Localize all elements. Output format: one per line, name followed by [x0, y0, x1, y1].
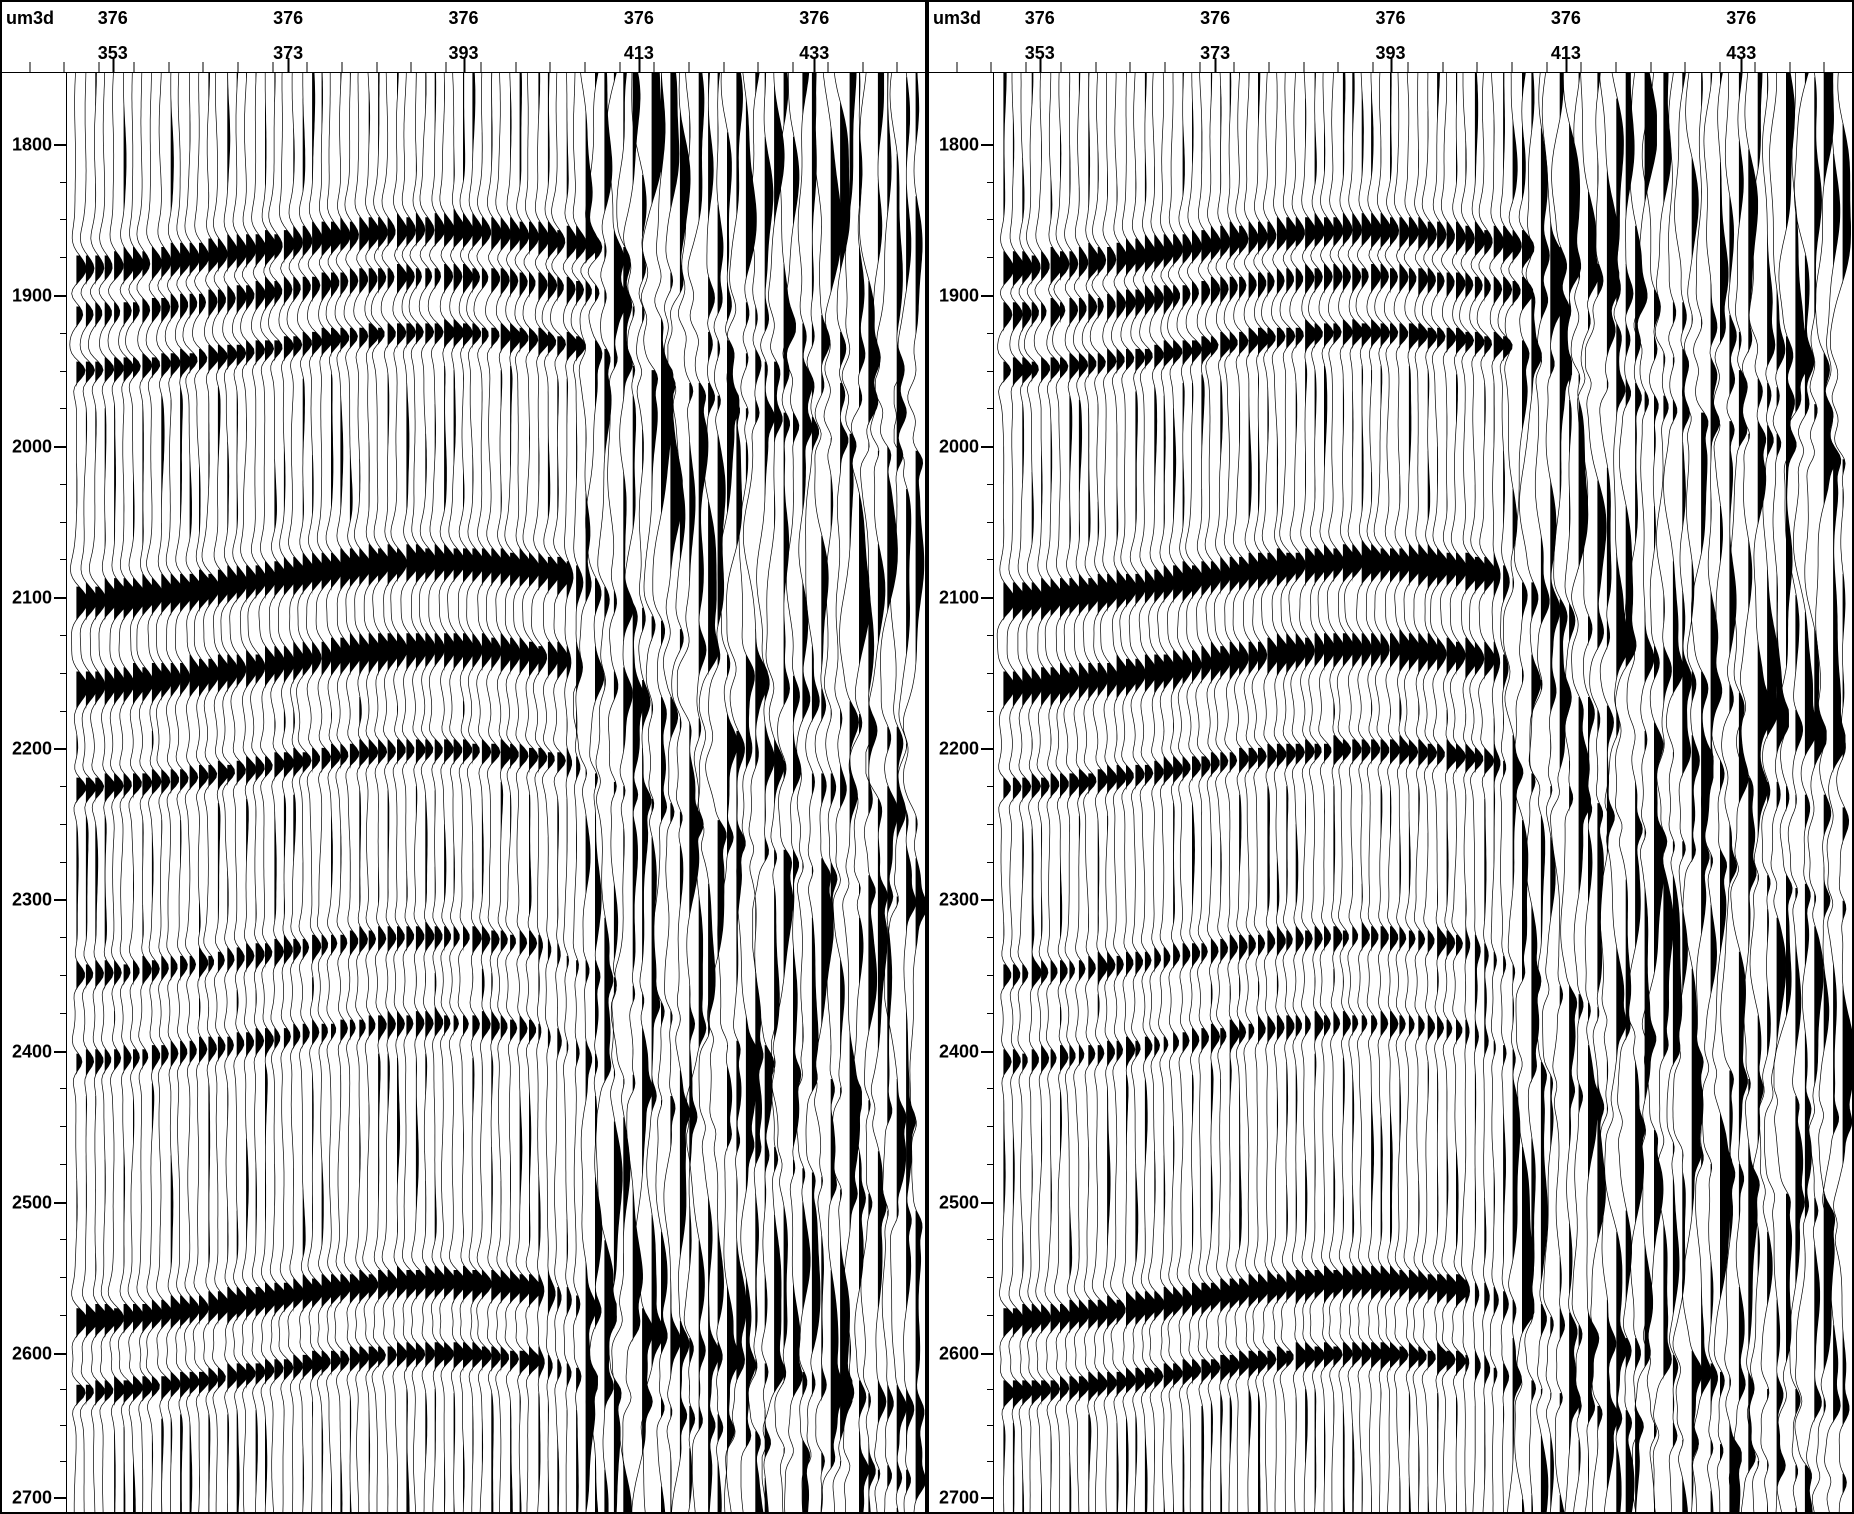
left-axis-label: 2100 — [12, 588, 52, 609]
top-axis-row1: um3d 376 376 376 376 376 — [929, 2, 1852, 37]
top-axis-row2: 353373393413433 — [2, 37, 925, 72]
seismic-panel-right: um3d 376 376 376 376 376 353373393413433 180… — [927, 0, 1854, 1514]
left-axis-right: 1800 1900 2000 2100 2200 2300 2400 2500 2600 2700 — [929, 73, 994, 1512]
top-axis-label: 376 — [624, 8, 654, 29]
panel-body-right: 1800 1900 2000 2100 2200 2300 2400 2500 2600 2700 — [929, 73, 1852, 1512]
left-axis-label: 2000 — [12, 437, 52, 458]
top-axis-row1: um3d 376 376 376 376 376 — [2, 2, 925, 37]
seismic-svg-left — [67, 73, 925, 1512]
top-axis-right: um3d 376 376 376 376 376 353373393413433 — [929, 2, 1852, 73]
panel-body-left: 1800 1900 2000 2100 2200 2300 2400 2500 2600 2700 — [2, 73, 925, 1512]
left-axis-label: 1800 — [939, 134, 979, 155]
left-axis-label: 2400 — [939, 1041, 979, 1062]
left-axis-label: 2100 — [939, 588, 979, 609]
seismic-panel-left: um3d 376 376 376 376 376 353373393413433 180… — [0, 0, 927, 1514]
seismic-figure: um3d 376 376 376 376 376 353373393413433 180… — [0, 0, 1854, 1514]
left-axis-label: 2500 — [939, 1192, 979, 1213]
axis-prefix: um3d — [6, 8, 54, 29]
top-axis-label: 376 — [1551, 8, 1581, 29]
seismic-plot-left — [67, 73, 925, 1512]
axis-prefix: um3d — [933, 8, 981, 29]
left-axis-label: 2200 — [939, 739, 979, 760]
top-axis-label: 376 — [98, 8, 128, 29]
top-axis-label: 376 — [1375, 8, 1405, 29]
left-axis-label: 2700 — [12, 1487, 52, 1508]
left-axis-label: 2400 — [12, 1041, 52, 1062]
top-axis-label: 376 — [1726, 8, 1756, 29]
left-axis-label: 2600 — [939, 1343, 979, 1364]
top-axis-left: um3d 376 376 376 376 376 353373393413433 — [2, 2, 925, 73]
top-axis-label: 376 — [1025, 8, 1055, 29]
left-axis-label: 2300 — [939, 890, 979, 911]
top-axis-row2: 353373393413433 — [929, 37, 1852, 72]
left-axis-label: 2600 — [12, 1343, 52, 1364]
left-axis-label: 1900 — [12, 286, 52, 307]
seismic-plot-right — [994, 73, 1852, 1512]
top-axis-label: 376 — [448, 8, 478, 29]
left-axis-label: 1800 — [12, 134, 52, 155]
left-axis-label: 1900 — [939, 286, 979, 307]
left-axis-label: 2500 — [12, 1192, 52, 1213]
seismic-svg-right — [994, 73, 1852, 1512]
top-axis-label: 376 — [1200, 8, 1230, 29]
left-axis-label: 2700 — [939, 1487, 979, 1508]
top-axis-label: 376 — [799, 8, 829, 29]
left-axis-label: 2200 — [12, 739, 52, 760]
left-axis-left: 1800 1900 2000 2100 2200 2300 2400 2500 2600 2700 — [2, 73, 67, 1512]
left-axis-label: 2000 — [939, 437, 979, 458]
top-axis-label: 376 — [273, 8, 303, 29]
left-axis-label: 2300 — [12, 890, 52, 911]
